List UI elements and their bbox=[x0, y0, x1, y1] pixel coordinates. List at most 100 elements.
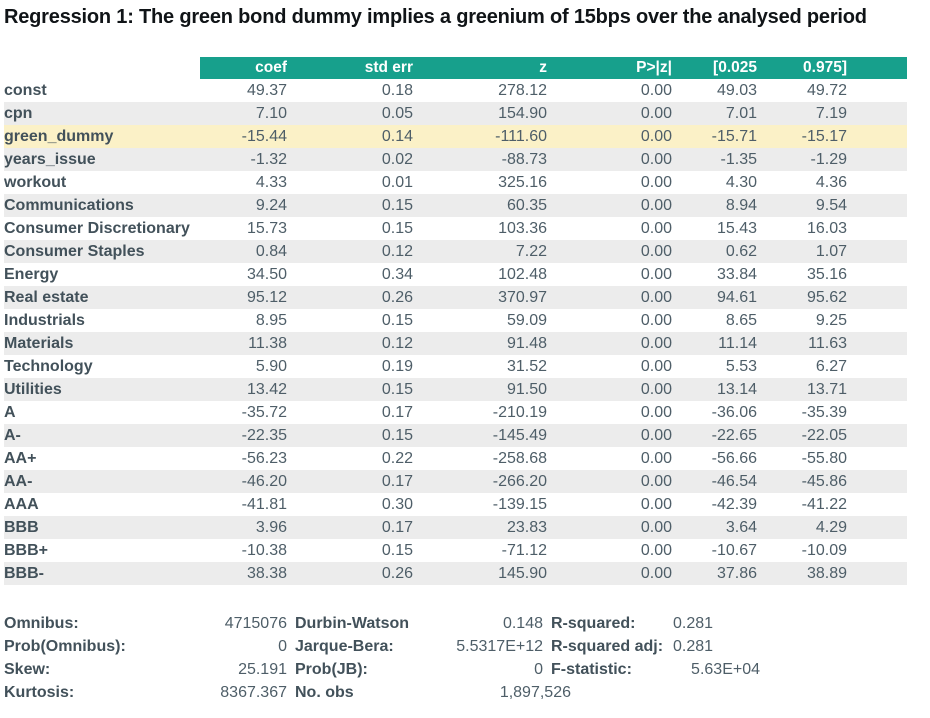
table-cell: 0.15 bbox=[381, 542, 413, 559]
table-cell: 4.30 bbox=[725, 174, 757, 191]
page-title: Regression 1: The green bond dummy impli… bbox=[4, 6, 867, 28]
stat-value: 0.148 bbox=[502, 615, 543, 632]
table-cell: 154.90 bbox=[498, 105, 547, 122]
table-header-row: coef std err z P>|z| [0.025 0.975] bbox=[4, 57, 907, 79]
table-cell: 0.26 bbox=[381, 289, 413, 306]
row-label: Utilities bbox=[4, 381, 62, 398]
stat-label: No. obs bbox=[295, 684, 354, 701]
table-cell: -266.20 bbox=[492, 473, 547, 490]
table-cell: 0.15 bbox=[381, 381, 413, 398]
column-header: coef bbox=[200, 57, 287, 79]
table-cell: 3.96 bbox=[255, 519, 287, 536]
stat-value: 0 bbox=[534, 661, 543, 678]
table-cell: 6.27 bbox=[815, 358, 847, 375]
stat-value: 25.191 bbox=[238, 661, 287, 678]
table-row: A -35.72 0.17 -210.19 0.00 -36.06 -35.39 bbox=[4, 401, 907, 424]
table-cell: -1.29 bbox=[810, 151, 847, 168]
table-cell: 0.19 bbox=[381, 358, 413, 375]
table-cell: 34.50 bbox=[246, 266, 287, 283]
table-row: years_issue -1.32 0.02 -88.73 0.00 -1.35 -1.29 bbox=[4, 148, 907, 171]
stat-value: 0.281 bbox=[673, 615, 714, 632]
table-row: Materials 11.38 0.12 91.48 0.00 11.14 11.63 bbox=[4, 332, 907, 355]
row-pad bbox=[847, 447, 907, 470]
table-cell: 145.90 bbox=[498, 565, 547, 582]
table-cell: 15.43 bbox=[716, 220, 757, 237]
table-cell: -22.35 bbox=[241, 427, 287, 444]
table-cell: 0.15 bbox=[381, 197, 413, 214]
column-header: z bbox=[413, 57, 547, 79]
table-cell: -145.49 bbox=[492, 427, 547, 444]
table-cell: 0.17 bbox=[381, 519, 413, 536]
table-cell: 5.53 bbox=[725, 358, 757, 375]
table-cell: 49.03 bbox=[716, 82, 757, 99]
table-cell: 0.00 bbox=[640, 496, 672, 513]
table-cell: 11.14 bbox=[718, 335, 757, 352]
table-cell: 49.37 bbox=[246, 82, 287, 99]
table-cell: 0.00 bbox=[640, 243, 672, 260]
row-label: Real estate bbox=[4, 289, 89, 306]
row-pad bbox=[847, 148, 907, 171]
table-cell: 38.89 bbox=[806, 565, 847, 582]
row-label: years_issue bbox=[4, 151, 96, 168]
row-label: Consumer Staples bbox=[4, 243, 145, 260]
table-cell: 0.01 bbox=[381, 174, 413, 191]
table-cell: -71.12 bbox=[501, 542, 547, 559]
table-cell: -46.54 bbox=[711, 473, 757, 490]
table-cell: -41.81 bbox=[241, 496, 287, 513]
table-cell: 7.01 bbox=[725, 105, 757, 122]
row-pad bbox=[847, 263, 907, 286]
table-cell: 59.09 bbox=[506, 312, 547, 329]
table-cell: 0.00 bbox=[640, 335, 672, 352]
table-cell: -1.35 bbox=[720, 151, 757, 168]
stat-label: Durbin-Watson bbox=[295, 615, 410, 632]
table-cell: -139.15 bbox=[492, 496, 547, 513]
table-cell: 37.86 bbox=[716, 565, 757, 582]
table-row: AA+ -56.23 0.22 -258.68 0.00 -56.66 -55.80 bbox=[4, 447, 907, 470]
table-cell: 94.61 bbox=[716, 289, 757, 306]
row-label: BBB bbox=[4, 519, 39, 536]
table-row: Industrials 8.95 0.15 59.09 0.00 8.65 9.25 bbox=[4, 309, 907, 332]
table-cell: -46.20 bbox=[241, 473, 287, 490]
table-row: Real estate 95.12 0.26 370.97 0.00 94.61 95.62 bbox=[4, 286, 907, 309]
table-cell: 8.95 bbox=[255, 312, 287, 329]
table-cell: 0.00 bbox=[640, 82, 672, 99]
table-cell: 9.54 bbox=[815, 197, 847, 214]
row-pad bbox=[847, 332, 907, 355]
column-header: std err bbox=[287, 57, 413, 79]
table-cell: 0.05 bbox=[381, 105, 413, 122]
table-cell: 0.12 bbox=[381, 335, 413, 352]
row-pad bbox=[847, 516, 907, 539]
stat-label: R-squared: bbox=[551, 615, 636, 632]
stat-label: R-squared adj: bbox=[551, 638, 664, 655]
table-cell: 102.48 bbox=[498, 266, 547, 283]
table-cell: 0.02 bbox=[381, 151, 413, 168]
table-cell: -55.80 bbox=[801, 450, 847, 467]
stat-value: 5.63E+04 bbox=[691, 661, 760, 678]
table-row: Energy 34.50 0.34 102.48 0.00 33.84 35.16 bbox=[4, 263, 907, 286]
stat-label: Jarque-Bera: bbox=[295, 638, 394, 655]
stat-label: Kurtosis: bbox=[4, 684, 75, 701]
table-row: Technology 5.90 0.19 31.52 0.00 5.53 6.27 bbox=[4, 355, 907, 378]
row-label: BBB- bbox=[4, 565, 44, 582]
table-row: Consumer Discretionary 15.73 0.15 103.36 0.0… bbox=[4, 217, 907, 240]
table-cell: 0.84 bbox=[255, 243, 287, 260]
table-cell: 0.00 bbox=[640, 289, 672, 306]
table-cell: 0.00 bbox=[640, 312, 672, 329]
table-cell: 0.00 bbox=[640, 381, 672, 398]
table-cell: 0.00 bbox=[640, 151, 672, 168]
stat-value: 4715076 bbox=[224, 615, 287, 632]
row-label: workout bbox=[4, 174, 67, 191]
row-pad bbox=[847, 309, 907, 332]
table-cell: 0.22 bbox=[381, 450, 413, 467]
table-cell: -111.60 bbox=[495, 128, 547, 145]
table-cell: -35.72 bbox=[241, 404, 287, 421]
table-cell: 0.18 bbox=[381, 82, 413, 99]
row-label: A- bbox=[4, 427, 21, 444]
table-cell: 0.00 bbox=[640, 174, 672, 191]
table-cell: 15.73 bbox=[246, 220, 287, 237]
table-cell: -10.67 bbox=[711, 542, 757, 559]
row-pad bbox=[847, 194, 907, 217]
table-cell: 91.48 bbox=[506, 335, 547, 352]
table-cell: 8.94 bbox=[725, 197, 757, 214]
